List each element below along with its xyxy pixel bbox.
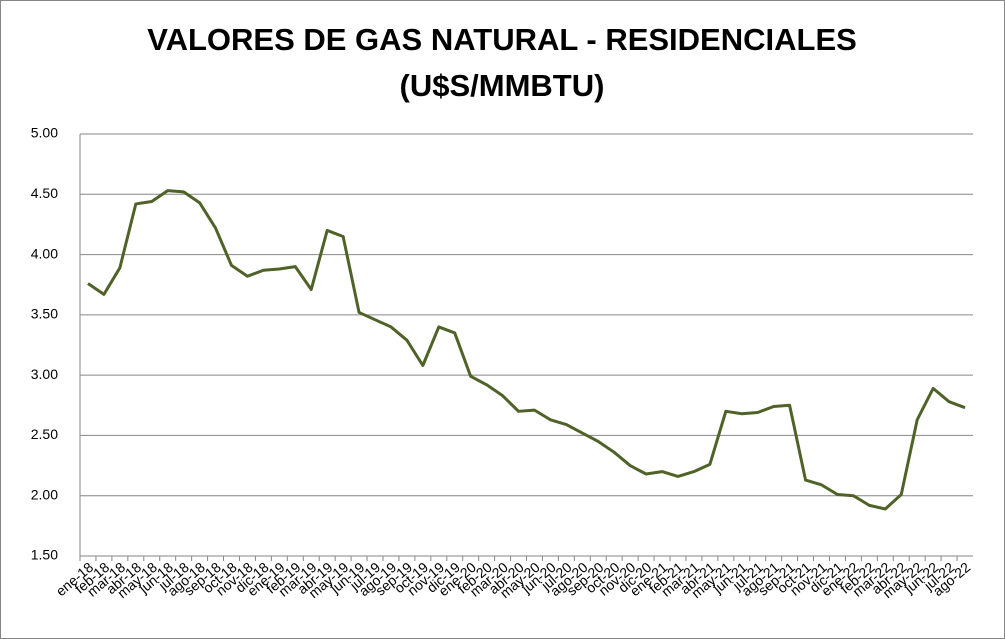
y-tick-label: 3.00	[31, 366, 58, 382]
y-tick-label: 3.50	[31, 306, 58, 322]
chart-title: VALORES DE GAS NATURAL - RESIDENCIALES	[147, 22, 857, 57]
y-tick-label: 1.50	[31, 547, 58, 563]
line-series	[87, 189, 966, 511]
y-tick-label: 2.50	[31, 426, 58, 442]
y-tick-label: 4.50	[31, 185, 58, 201]
y-tick-label: 4.00	[31, 245, 58, 261]
y-tick-label: 5.00	[31, 125, 58, 141]
chart-title: (U$S/MMBTU)	[400, 68, 605, 103]
y-tick-label: 2.00	[31, 486, 58, 502]
